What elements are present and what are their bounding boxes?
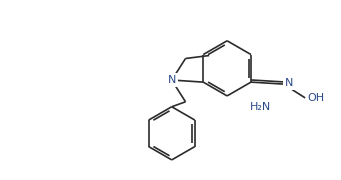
Text: H₂N: H₂N bbox=[250, 102, 271, 112]
Text: N: N bbox=[284, 78, 293, 88]
Text: N: N bbox=[167, 75, 176, 85]
Text: OH: OH bbox=[307, 93, 324, 103]
